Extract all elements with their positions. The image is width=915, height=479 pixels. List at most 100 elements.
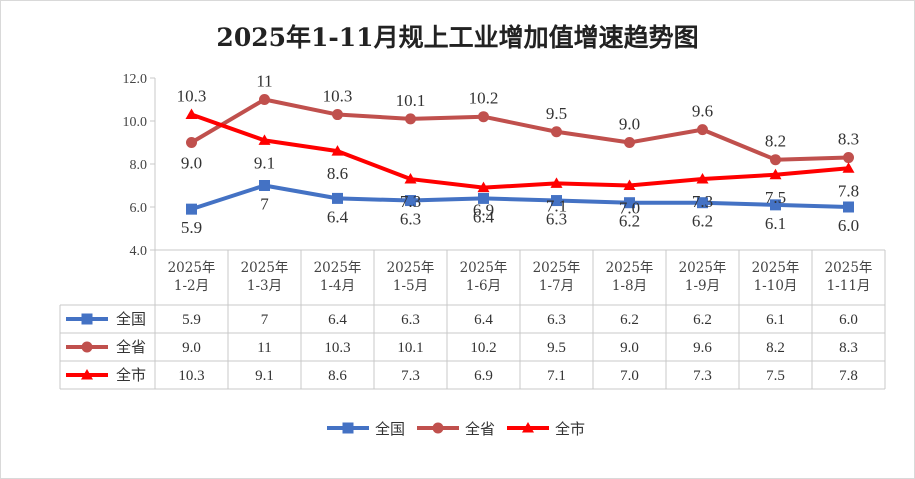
data-point [332, 109, 343, 121]
table-cell: 8.6 [328, 368, 347, 384]
series-line-3 [190, 112, 849, 190]
x-tick-label-period: 1-8月 [612, 278, 647, 294]
data-point [623, 179, 636, 190]
data-point [332, 192, 343, 204]
data-label: 5.9 [181, 218, 202, 237]
table-cell: 11 [257, 340, 271, 356]
data-point [842, 162, 855, 173]
data-point [259, 94, 270, 105]
data-point [405, 113, 416, 125]
table-cell: 7.1 [547, 368, 566, 384]
table-cell: 7.0 [620, 368, 639, 384]
x-tick-label-year: 2025年 [241, 260, 289, 276]
table-cell: 6.3 [547, 312, 566, 328]
table-cell: 8.3 [839, 340, 858, 356]
table-cell: 9.1 [255, 368, 274, 384]
table-cell: 7.3 [401, 368, 420, 384]
table-cell: 6.4 [328, 312, 347, 328]
data-label: 7.8 [838, 181, 859, 200]
data-label: 7.0 [619, 199, 640, 218]
data-point [697, 197, 708, 209]
data-label: 6.4 [327, 207, 349, 226]
x-tick-label-year: 2025年 [752, 260, 800, 276]
x-tick-label-period: 1-2月 [174, 278, 209, 294]
data-label: 9.6 [692, 102, 713, 121]
table-legend-marker [81, 369, 93, 380]
x-tick-label-period: 1-10月 [754, 278, 798, 294]
legend-label: 全国 [375, 420, 405, 438]
data-label: 7.3 [400, 192, 421, 211]
table-row-label: 全国 [116, 310, 146, 328]
table-cell: 6.4 [474, 312, 493, 328]
data-label: 8.6 [327, 164, 348, 183]
table-cell: 10.3 [324, 340, 350, 356]
x-tick-label-year: 2025年 [606, 260, 654, 276]
table-cell: 6.0 [839, 312, 858, 328]
data-label: 10.3 [177, 87, 207, 106]
data-point [185, 108, 198, 120]
data-label: 6.3 [400, 210, 421, 229]
data-label: 7.3 [692, 192, 713, 211]
data-label: 8.2 [765, 132, 786, 151]
table-cell: 9.6 [693, 340, 712, 356]
data-point [259, 180, 270, 191]
data-point [404, 173, 417, 184]
table-cell: 9.0 [182, 340, 201, 356]
table-row-label: 全市 [116, 366, 146, 384]
data-label: 11 [256, 72, 272, 91]
data-label: 9.0 [181, 154, 202, 173]
x-tick-label-period: 1-7月 [539, 278, 574, 294]
data-point [551, 126, 562, 138]
table-legend-marker [81, 341, 93, 353]
y-tick-label: 12.0 [123, 72, 148, 87]
table-cell: 6.3 [401, 312, 420, 328]
data-label: 6.2 [692, 212, 713, 231]
table-cell: 6.2 [620, 312, 639, 328]
data-point [258, 134, 271, 145]
table-cell: 7.8 [839, 368, 858, 384]
legend-label: 全市 [555, 420, 585, 438]
x-tick-label-period: 1-3月 [247, 278, 282, 294]
y-tick-label: 10.0 [123, 115, 148, 130]
x-tick-label-year: 2025年 [679, 260, 727, 276]
data-point [624, 197, 635, 209]
data-point [769, 168, 782, 180]
legend-marker [432, 422, 444, 434]
data-label: 6.4 [473, 207, 495, 226]
table-cell: 7.3 [693, 368, 712, 384]
data-point [843, 152, 854, 164]
x-tick-label-period: 1-6月 [466, 278, 501, 294]
data-label: 10.2 [469, 89, 499, 108]
table-cell: 9.5 [547, 340, 566, 356]
data-point [551, 195, 562, 207]
y-tick-label: 8.0 [130, 158, 148, 173]
table-cell: 7.5 [766, 368, 785, 384]
data-label: 9.5 [546, 104, 567, 123]
data-label: 6.0 [838, 216, 859, 235]
data-label: 7.1 [546, 196, 567, 215]
data-label: 6.2 [619, 212, 640, 231]
table-cell: 10.1 [397, 340, 423, 356]
legend-marker [522, 422, 534, 433]
x-tick-label-year: 2025年 [825, 260, 873, 276]
data-point [843, 201, 854, 213]
data-label: 9.1 [254, 153, 275, 172]
data-point [697, 124, 708, 136]
table-cell: 10.2 [470, 340, 496, 356]
data-point [477, 181, 490, 193]
x-tick-label-year: 2025年 [460, 260, 508, 276]
data-label: 10.3 [323, 87, 353, 106]
table-cell: 10.3 [178, 368, 204, 384]
table-legend-marker [81, 313, 93, 325]
x-tick-label-year: 2025年 [533, 260, 581, 276]
data-point [550, 177, 563, 188]
data-point [331, 145, 344, 156]
data-label: 10.1 [396, 91, 426, 110]
x-tick-label-period: 1-5月 [393, 278, 428, 294]
y-tick-label: 6.0 [130, 201, 148, 216]
table-cell: 6.1 [766, 312, 785, 328]
data-point [186, 203, 197, 215]
data-point [696, 173, 709, 184]
